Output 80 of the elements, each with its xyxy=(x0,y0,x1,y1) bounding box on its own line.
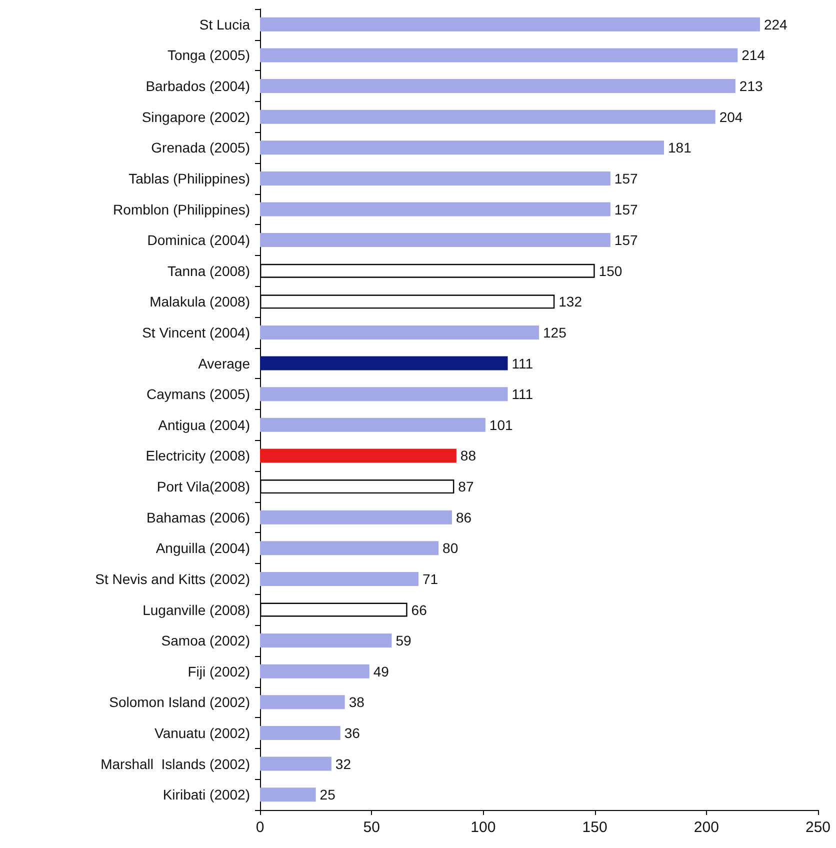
data-label: 132 xyxy=(558,294,582,310)
data-label: 157 xyxy=(614,170,638,186)
x-tick-label: 200 xyxy=(694,819,719,836)
y-tick-label: Vanuatu (2002) xyxy=(154,724,250,741)
data-label: 111 xyxy=(512,386,534,402)
bar xyxy=(260,325,539,340)
y-tick-label: Samoa (2002) xyxy=(161,632,250,649)
y-tick-label: Antigua (2004) xyxy=(158,416,250,433)
x-tick-label: 50 xyxy=(363,819,380,836)
x-tick-label: 0 xyxy=(256,819,264,836)
y-tick-label: St Vincent (2004) xyxy=(142,324,250,340)
bar xyxy=(260,634,392,648)
data-label: 213 xyxy=(739,78,763,94)
y-tick-label: Tonga (2005) xyxy=(167,47,250,64)
y-tick-label: Bahamas (2006) xyxy=(146,509,250,526)
x-tick-label: 100 xyxy=(470,819,496,836)
data-label: 66 xyxy=(411,602,428,618)
data-label: 157 xyxy=(614,232,638,248)
data-label: 181 xyxy=(668,140,692,156)
y-tick-label: Solomon Island (2002) xyxy=(109,694,250,710)
y-tick-label: Romblon (Philippines) xyxy=(113,201,250,218)
data-label: 88 xyxy=(460,448,476,464)
data-label: 87 xyxy=(458,478,474,495)
y-tick-label: Anguilla (2004) xyxy=(156,540,250,556)
data-label: 25 xyxy=(320,786,336,803)
data-label: 38 xyxy=(348,694,365,710)
x-tick-label: 250 xyxy=(805,819,831,836)
bar xyxy=(260,756,332,771)
data-label: 111 xyxy=(512,355,534,372)
data-label: 36 xyxy=(344,724,360,741)
data-label: 101 xyxy=(489,416,514,433)
bar xyxy=(260,356,508,370)
y-tick-label: Fiji (2002) xyxy=(188,663,250,680)
bar xyxy=(260,171,610,186)
bar xyxy=(260,202,610,216)
bar xyxy=(260,572,418,586)
y-tick-label: Luganville (2008) xyxy=(142,602,250,618)
y-tick-label: St Lucia xyxy=(199,16,250,32)
bar xyxy=(260,140,664,155)
data-label: 86 xyxy=(456,509,472,526)
data-label: 49 xyxy=(373,663,390,680)
data-label: 71 xyxy=(422,570,438,587)
bar xyxy=(260,233,610,248)
y-tick-label: Caymans (2005) xyxy=(146,386,250,402)
data-label: 125 xyxy=(543,324,567,340)
y-tick-label: Average xyxy=(198,355,250,372)
y-tick-label: Singapore (2002) xyxy=(142,108,250,125)
data-label: 80 xyxy=(442,540,458,556)
data-label: 157 xyxy=(614,201,638,218)
x-tick-label: 150 xyxy=(582,819,608,836)
y-tick-label: Dominica (2004) xyxy=(147,232,250,248)
y-tick-label: Port Vila(2008) xyxy=(156,478,250,495)
bar xyxy=(260,448,456,463)
y-tick-label: Grenada (2005) xyxy=(151,140,250,156)
data-label: 224 xyxy=(764,16,788,32)
bar xyxy=(260,541,439,556)
bar xyxy=(260,664,370,678)
data-label: 150 xyxy=(598,262,622,279)
data-label: 214 xyxy=(742,47,766,64)
bar xyxy=(260,726,340,740)
bar xyxy=(260,110,716,124)
y-tick-label: Malakula (2008) xyxy=(150,294,250,310)
y-tick-label: St Nevis and Kitts (2002) xyxy=(95,570,250,587)
y-tick-label: Marshall Islands (2002) xyxy=(100,756,250,772)
bar xyxy=(260,387,508,402)
bar xyxy=(260,17,760,32)
y-tick-label: Tanna (2008) xyxy=(167,262,250,279)
data-label: 204 xyxy=(719,108,743,125)
bar xyxy=(260,418,486,432)
data-label: 59 xyxy=(396,632,412,649)
bar xyxy=(260,48,738,62)
bar xyxy=(260,788,316,802)
y-tick-label: Tablas (Philippines) xyxy=(128,170,250,186)
y-tick-label: Barbados (2004) xyxy=(146,78,250,94)
bar xyxy=(260,695,345,710)
bar xyxy=(260,79,736,94)
y-tick-label: Electricity (2008) xyxy=(146,448,250,464)
bar xyxy=(260,510,452,524)
y-tick-label: Kiribati (2002) xyxy=(162,786,250,803)
data-label: 32 xyxy=(335,756,352,772)
